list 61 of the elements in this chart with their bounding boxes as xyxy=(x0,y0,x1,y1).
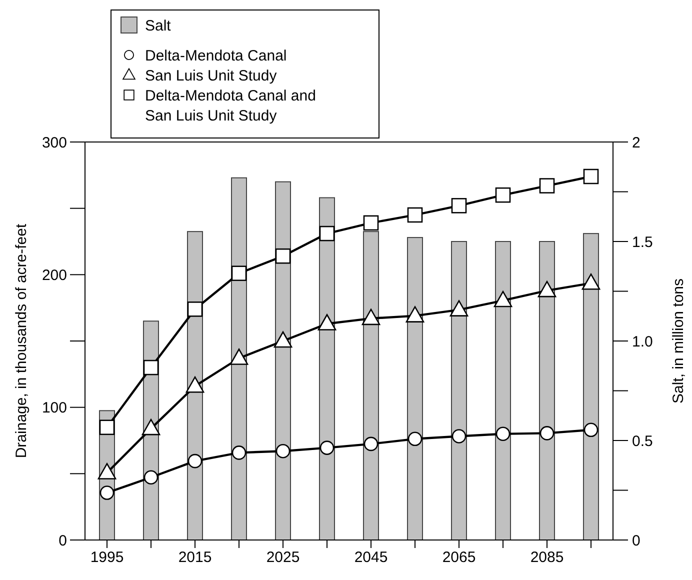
point xyxy=(275,248,291,264)
point xyxy=(188,454,202,468)
point xyxy=(538,280,556,298)
point xyxy=(362,308,380,326)
y2-tick-label: 2 xyxy=(632,134,640,152)
point xyxy=(494,290,512,308)
bar xyxy=(363,231,379,540)
point xyxy=(276,444,290,458)
point xyxy=(582,274,600,290)
x-tick-label: 1995 xyxy=(90,549,124,566)
point xyxy=(495,187,511,203)
x-tick-label: 2045 xyxy=(354,549,388,566)
point xyxy=(232,446,246,460)
y2-tick-label: 1.0 xyxy=(632,333,653,350)
bar xyxy=(539,241,555,540)
point xyxy=(496,426,510,442)
y2-tick-label: 0 xyxy=(632,532,640,550)
point xyxy=(100,486,114,500)
point xyxy=(364,436,378,452)
legend-label: Salt xyxy=(145,17,172,34)
y-tick-label: 100 xyxy=(42,400,67,417)
x-tick-label: 2025 xyxy=(266,549,300,566)
x-tick-label: 2065 xyxy=(442,549,476,566)
point xyxy=(584,422,598,438)
legend-label: San Luis Unit Study xyxy=(145,67,278,84)
point xyxy=(186,376,204,393)
y-axis-title: Drainage, in thousands of acre-feet xyxy=(13,223,30,458)
bar xyxy=(231,177,247,540)
point xyxy=(318,314,336,330)
point xyxy=(450,300,468,316)
point xyxy=(98,463,116,480)
bar xyxy=(495,241,511,540)
point xyxy=(320,440,334,455)
point xyxy=(143,360,159,376)
x-tick-label: 2085 xyxy=(530,549,564,566)
legend-label: Delta-Mendota Canal xyxy=(145,47,287,64)
y2-tick-label: 0.5 xyxy=(632,432,653,450)
point xyxy=(231,266,247,281)
x-tick-label: 2015 xyxy=(178,549,212,566)
point xyxy=(408,432,422,446)
y2-tick-label: 1.5 xyxy=(632,234,653,251)
y-tick-label: 300 xyxy=(42,134,67,152)
point xyxy=(452,429,466,444)
bar xyxy=(407,237,423,540)
bar xyxy=(451,241,467,540)
bar xyxy=(583,233,599,540)
point xyxy=(187,302,203,317)
y-tick-label: 200 xyxy=(42,266,67,284)
point xyxy=(99,420,115,436)
point xyxy=(407,207,423,223)
point xyxy=(144,470,158,485)
point xyxy=(319,226,335,242)
point xyxy=(406,306,424,322)
point xyxy=(363,215,379,231)
point xyxy=(540,426,554,440)
point xyxy=(230,348,248,365)
legend-label: Delta-Mendota Canal and San Luis Unit Study xyxy=(145,87,316,124)
point xyxy=(142,418,160,436)
point xyxy=(274,331,292,348)
y2-axis-title: Salt, in million tons xyxy=(670,278,687,404)
y-tick-label: 0 xyxy=(58,532,67,550)
